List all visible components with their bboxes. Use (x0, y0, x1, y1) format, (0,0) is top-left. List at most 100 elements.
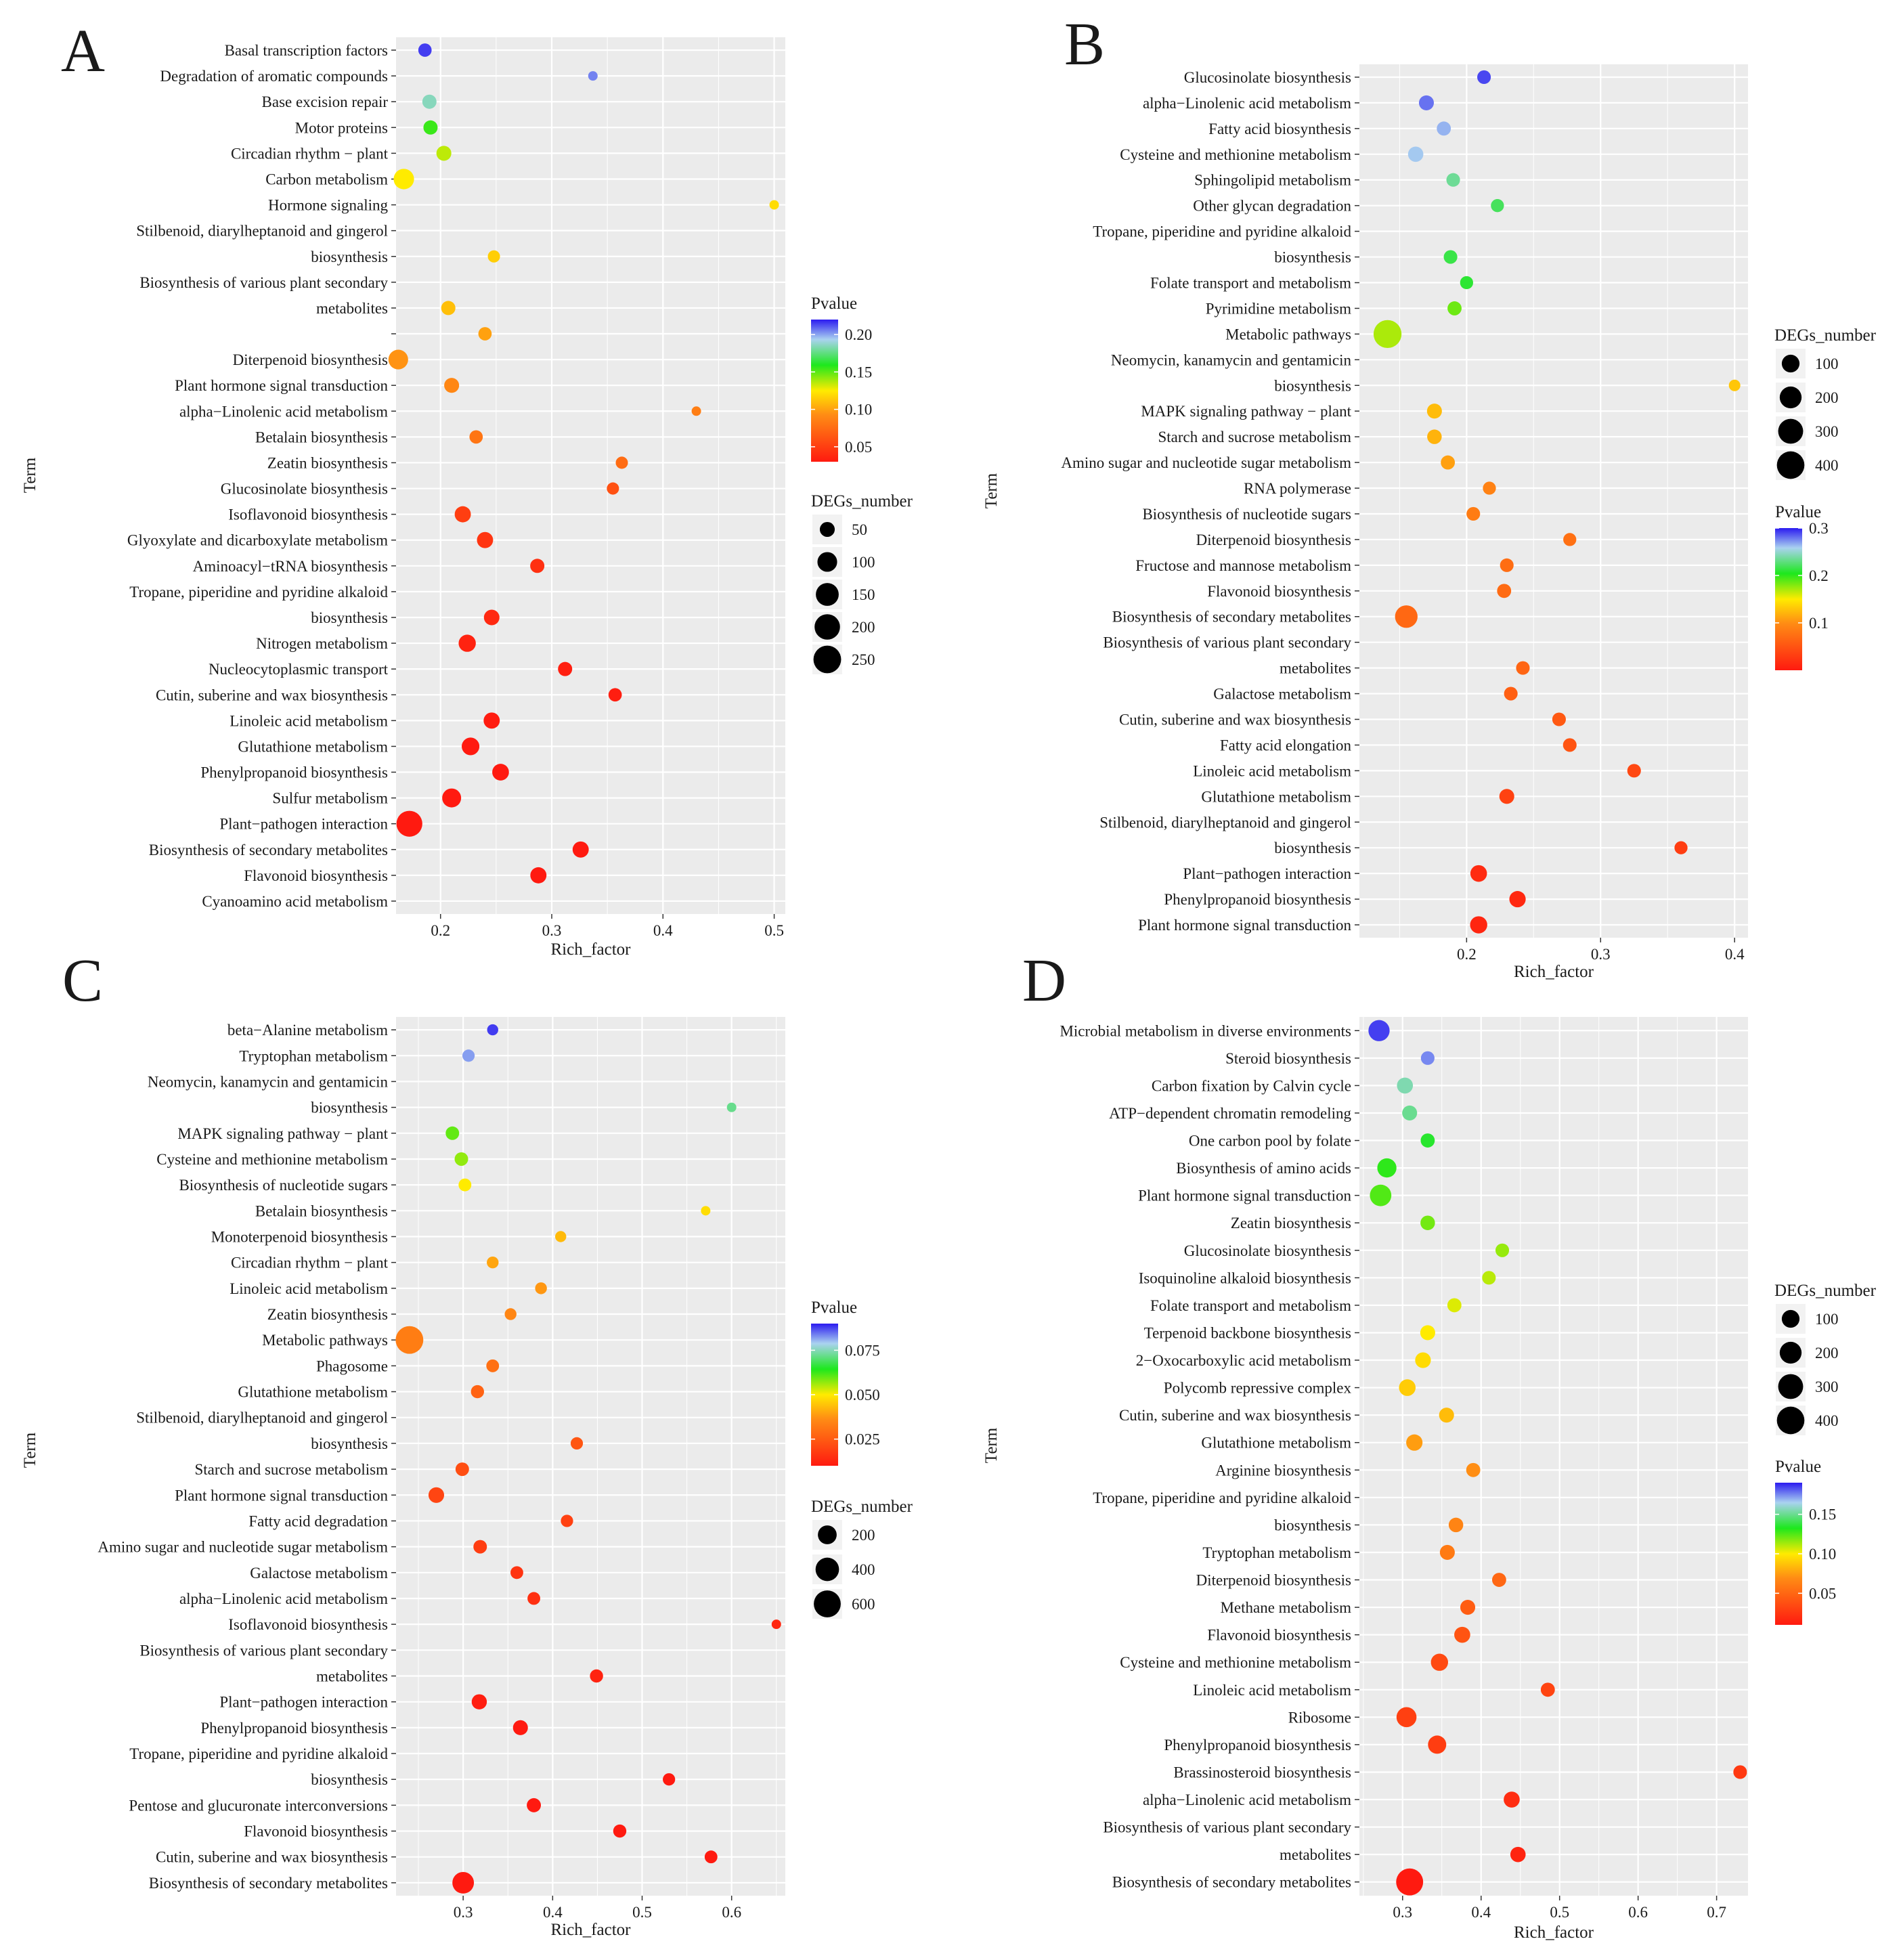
term-label: Zeatin biosynthesis (267, 1306, 388, 1323)
term-label: 2−Oxocarboxylic acid metabolism (1136, 1352, 1351, 1369)
term-label: Linoleic acid metabolism (1193, 762, 1351, 779)
panel-a-letter: A (61, 18, 105, 85)
x-tick-label: 0.2 (431, 922, 450, 939)
data-point (510, 1566, 523, 1580)
data-point (1420, 1133, 1435, 1148)
term-label: Glutathione metabolism (238, 1384, 388, 1401)
data-point (1500, 558, 1514, 572)
x-tick-label: 0.5 (632, 1904, 652, 1921)
size-legend-label: 200 (1815, 389, 1839, 406)
term-label: Metabolic pathways (262, 1332, 388, 1349)
data-point (1540, 1682, 1555, 1697)
term-label: Nucleocytoplasmic transport (209, 661, 389, 678)
colorbar-label: 0.15 (1809, 1506, 1836, 1523)
size-legend-dot (814, 614, 840, 640)
size-legend-label: 200 (852, 1527, 875, 1544)
term-label: Tropane, piperidine and pyridine alkaloi… (129, 584, 388, 601)
data-point (1733, 1765, 1747, 1779)
term-label: Plant−pathogen interaction (1183, 865, 1351, 882)
x-tick-label: 0.4 (543, 1904, 563, 1921)
size-legend-label: 150 (852, 586, 875, 603)
data-point (1407, 146, 1424, 162)
data-point (1377, 1158, 1397, 1178)
data-point (1504, 1791, 1520, 1808)
term-label: Neomycin, kanamycin and gentamicin (148, 1073, 389, 1090)
term-label: Metabolic pathways (1225, 326, 1351, 343)
term-label: ATP−dependent chromatin remodeling (1109, 1105, 1351, 1122)
term-label: Flavonoid biosynthesis (1207, 583, 1351, 600)
panel-a-x-axis-title: Rich_factor (550, 940, 631, 959)
term-label: Ribosome (1288, 1709, 1351, 1726)
term-label: Biosynthesis of nucleotide sugars (1142, 506, 1351, 523)
data-point (1415, 1352, 1431, 1368)
size-legend-label: 50 (852, 521, 867, 538)
term-label: Other glycan degradation (1193, 198, 1351, 215)
data-point (471, 1385, 485, 1399)
x-tick-label: 0.4 (1471, 1904, 1491, 1921)
term-label: Cysteine and methionine metabolism (1120, 1654, 1351, 1671)
term-label: metabolites (316, 1668, 388, 1685)
term-label: Diterpenoid biosynthesis (1196, 1572, 1351, 1589)
x-tick-label: 0.6 (722, 1904, 741, 1921)
data-point (1437, 121, 1451, 136)
size-legend-label: 200 (1815, 1345, 1839, 1362)
term-label: Neomycin, kanamycin and gentamicin (1111, 351, 1352, 368)
term-label: Linoleic acid metabolism (230, 1280, 388, 1297)
panel-d: D Microbial metabolism in diverse environ… (982, 947, 1877, 1942)
term-label: Stilbenoid, diarylheptanoid and gingerol (136, 1410, 388, 1427)
term-label: metabolites (316, 300, 388, 317)
data-point (1460, 1600, 1476, 1615)
x-tick-label: 0.3 (454, 1904, 473, 1921)
term-label: Monoterpenoid biosynthesis (211, 1229, 388, 1246)
data-point (1460, 276, 1473, 290)
data-point (561, 1515, 573, 1527)
data-point (478, 327, 492, 341)
term-label: Cutin, suberine and wax biosynthesis (156, 687, 388, 703)
data-point (530, 559, 545, 573)
size-legend-dot (1781, 1309, 1800, 1328)
data-point (1728, 379, 1741, 391)
size-legend-label: 400 (1815, 457, 1839, 474)
data-point (1552, 712, 1566, 726)
colorbar-label: 0.10 (1809, 1546, 1836, 1563)
data-point (1439, 1408, 1454, 1423)
data-point (1454, 1626, 1470, 1643)
term-label: Carbon fixation by Calvin cycle (1152, 1077, 1351, 1094)
data-point (1420, 1051, 1435, 1065)
data-point (1420, 1325, 1435, 1341)
term-label: Flavonoid biosynthesis (244, 1823, 388, 1840)
data-point (436, 146, 452, 161)
colorbar-label: 0.1 (1809, 615, 1829, 632)
term-label: Plant hormone signal transduction (175, 377, 388, 394)
x-tick-label: 0.7 (1707, 1904, 1726, 1921)
term-label: Isoflavonoid biosynthesis (228, 1616, 388, 1633)
data-point (572, 841, 589, 858)
term-label: Betalain biosynthesis (255, 1202, 388, 1219)
data-point (615, 456, 628, 469)
data-point (1399, 1379, 1416, 1396)
panel-d-pvalue-colorbar (1775, 1483, 1802, 1625)
data-point (458, 1178, 472, 1192)
data-point (487, 250, 500, 263)
data-point (1509, 891, 1526, 908)
data-point (613, 1824, 627, 1838)
data-point (428, 1487, 445, 1503)
term-label: Glucosinolate biosynthesis (221, 481, 388, 498)
term-label: Cutin, suberine and wax biosynthesis (1119, 1407, 1351, 1424)
size-legend-label: 100 (852, 554, 875, 571)
term-label: Stilbenoid, diarylheptanoid and gingerol (1099, 814, 1351, 831)
term-label: Linoleic acid metabolism (230, 712, 388, 729)
panel-b-x-axis-title: Rich_factor (1514, 963, 1594, 981)
term-label: Biosynthesis of secondary metabolites (149, 842, 388, 858)
term-label: Flavonoid biosynthesis (244, 867, 388, 884)
data-point (1443, 250, 1458, 264)
data-point (483, 609, 500, 626)
data-point (396, 810, 422, 837)
panel-d-plot-area (1359, 1017, 1748, 1896)
panel-c-letter: C (62, 947, 103, 1014)
term-label: One carbon pool by folate (1189, 1133, 1351, 1150)
term-label: Steroid biosynthesis (1225, 1050, 1351, 1067)
term-label: biosynthesis (1274, 249, 1351, 266)
term-label: Biosynthesis of various plant secondary (139, 1642, 388, 1659)
